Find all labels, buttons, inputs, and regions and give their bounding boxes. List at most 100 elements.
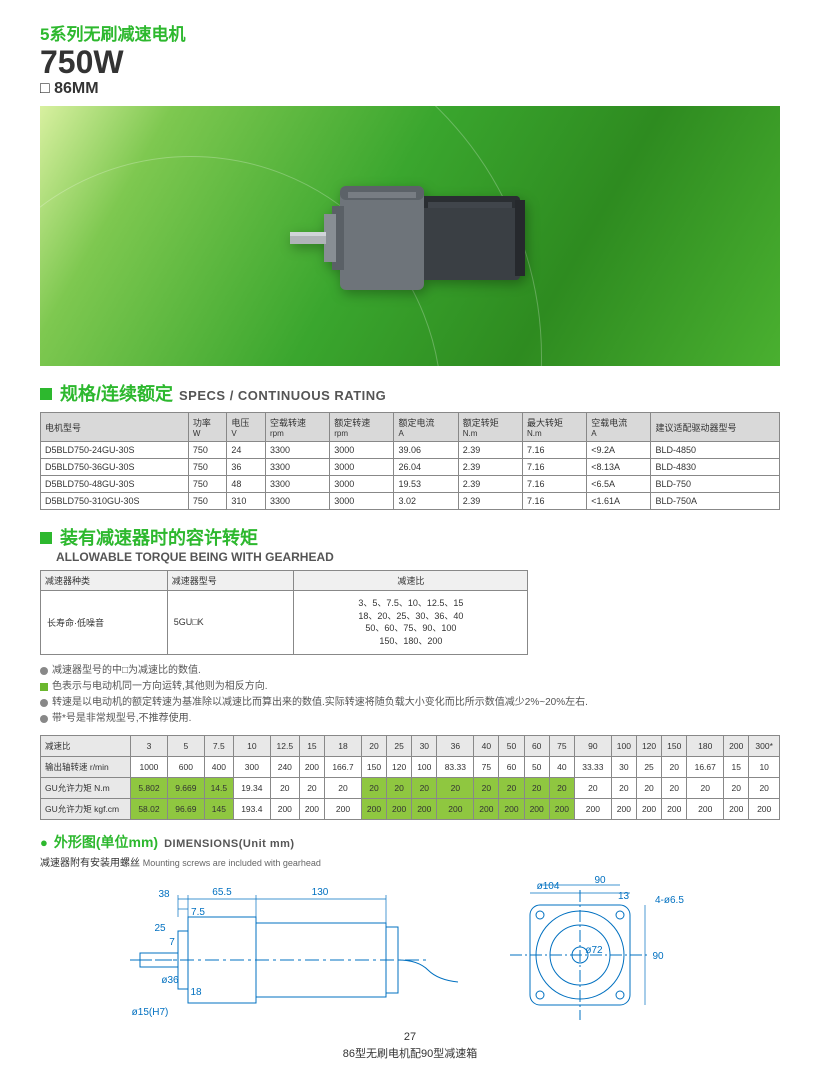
dim-title-en: DIMENSIONS(Unit mm) xyxy=(164,838,295,850)
torque-cell: 18 xyxy=(325,735,362,756)
torque-cell: 20 xyxy=(299,777,324,798)
specs-table: 电机型号功率W电压V空载转速rpm额定转速rpm额定电流A额定转矩N.m最大转矩… xyxy=(40,412,780,510)
torque-cell: 60 xyxy=(524,735,549,756)
torque-cell: 20 xyxy=(361,777,386,798)
torque-cell: 20 xyxy=(662,777,687,798)
torque-row-label: 输出轴转速 r/min xyxy=(41,756,131,777)
front-view-drawing: ø104 90 13 4-ø6.5 ø72 90 xyxy=(490,875,690,1025)
spec-cell: 750 xyxy=(188,493,227,510)
side-view-drawing: 38 65.5 130 7.5 25 7 ø36 18 ø15(H7) xyxy=(130,875,470,1025)
spec-cell: 3300 xyxy=(265,476,329,493)
torque-cell: 9.669 xyxy=(167,777,204,798)
motor-illustration xyxy=(270,156,550,316)
spec-cell: BLD-750 xyxy=(651,476,780,493)
torque-cell: 150 xyxy=(662,735,687,756)
torque-table: 减速比357.51012.515182025303640506075901001… xyxy=(40,735,780,820)
torque-cell: 50 xyxy=(524,756,549,777)
torque-cell: 30 xyxy=(611,756,636,777)
spec-cell: 26.04 xyxy=(394,459,458,476)
torque-cell: 180 xyxy=(687,735,724,756)
gearhead-heading: 装有减速器时的容许转矩 xyxy=(40,524,780,550)
torque-cell: 7.5 xyxy=(204,735,233,756)
torque-cell: 20 xyxy=(524,777,549,798)
spec-cell: 39.06 xyxy=(394,442,458,459)
torque-cell: 145 xyxy=(204,798,233,819)
spec-cell: 3300 xyxy=(265,442,329,459)
torque-cell: 20 xyxy=(574,777,611,798)
spec-cell: D5BLD750-310GU-30S xyxy=(41,493,189,510)
torque-row-label: GU允许力矩 kgf.cm xyxy=(41,798,131,819)
torque-cell: 200 xyxy=(574,798,611,819)
spec-cell: BLD-4830 xyxy=(651,459,780,476)
dimension-drawings: 38 65.5 130 7.5 25 7 ø36 18 ø15(H7) xyxy=(40,875,780,1025)
spec-cell: 750 xyxy=(188,442,227,459)
dim-90v: 90 xyxy=(652,951,664,962)
torque-cell: 14.5 xyxy=(204,777,233,798)
torque-cell: 20 xyxy=(687,777,724,798)
torque-cell: 50 xyxy=(499,735,524,756)
torque-cell: 200 xyxy=(270,798,299,819)
torque-row-label: 减速比 xyxy=(41,735,131,756)
torque-cell: 60 xyxy=(499,756,524,777)
torque-cell: 20 xyxy=(361,735,386,756)
dim-sub-zh: 减速器附有安装用螺丝 xyxy=(40,858,140,869)
torque-cell: 600 xyxy=(167,756,204,777)
torque-cell: 20 xyxy=(499,777,524,798)
note-2: 色表示与电动机同一方向运转,其他则为相反方向. xyxy=(52,679,268,695)
spec-cell: BLD-4850 xyxy=(651,442,780,459)
dim-90t: 90 xyxy=(594,875,606,886)
spec-cell: 2.39 xyxy=(458,459,522,476)
torque-cell: 200 xyxy=(325,798,362,819)
spec-cell: D5BLD750-24GU-30S xyxy=(41,442,189,459)
dim-phi104: ø104 xyxy=(537,881,560,892)
torque-cell: 5 xyxy=(167,735,204,756)
torque-cell: 75 xyxy=(549,735,574,756)
dim-38: 38 xyxy=(158,889,170,900)
col-ratio: 减速比 xyxy=(294,571,528,591)
torque-cell: 200 xyxy=(636,798,661,819)
torque-cell: 200 xyxy=(662,798,687,819)
torque-cell: 200 xyxy=(299,798,324,819)
spec-cell: 36 xyxy=(227,459,266,476)
torque-cell: 200 xyxy=(611,798,636,819)
spec-col-header: 最大转矩N.m xyxy=(522,413,586,442)
torque-cell: 96.69 xyxy=(167,798,204,819)
torque-cell: 200 xyxy=(361,798,386,819)
torque-cell: 200 xyxy=(724,735,749,756)
spec-cell: 3.02 xyxy=(394,493,458,510)
green-square-icon xyxy=(40,388,52,400)
dim-18: 18 xyxy=(190,987,202,998)
torque-row: 输出轴转速 r/min1000600400300240200166.715012… xyxy=(41,756,780,777)
torque-cell: 300* xyxy=(749,735,780,756)
torque-cell: 200 xyxy=(499,798,524,819)
torque-cell: 20 xyxy=(549,777,574,798)
torque-cell: 300 xyxy=(233,756,270,777)
spec-col-header: 空载电流A xyxy=(587,413,651,442)
torque-cell: 100 xyxy=(611,735,636,756)
spec-row: D5BLD750-36GU-30S750363300300026.042.397… xyxy=(41,459,780,476)
torque-cell: 20 xyxy=(270,777,299,798)
note-4: 带*号是非常规型号,不推荐使用. xyxy=(52,711,191,727)
dim-holes: 4-ø6.5 xyxy=(655,895,684,906)
torque-cell: 20 xyxy=(611,777,636,798)
torque-cell: 19.34 xyxy=(233,777,270,798)
type-value: 长寿命·低噪音 xyxy=(41,591,168,654)
col-model: 减速器型号 xyxy=(167,571,294,591)
torque-cell: 200 xyxy=(524,798,549,819)
spec-col-header: 功率W xyxy=(188,413,227,442)
torque-row: GU允许力矩 kgf.cm58.0296.69145193.4200200200… xyxy=(41,798,780,819)
gearhead-table: 减速器种类 减速器型号 减速比 长寿命·低噪音 5GU□K 3、5、7.5、10… xyxy=(40,570,528,654)
col-type: 减速器种类 xyxy=(41,571,168,591)
torque-cell: 75 xyxy=(474,756,499,777)
spec-cell: 750 xyxy=(188,476,227,493)
dim-75: 7.5 xyxy=(191,907,205,918)
spec-cell: <9.2A xyxy=(587,442,651,459)
dimensions-heading: ● 外形图(单位mm) DIMENSIONS(Unit mm) xyxy=(40,832,780,852)
dim-subtitle: 减速器附有安装用螺丝 Mounting screws are included … xyxy=(40,854,780,869)
spec-cell: 24 xyxy=(227,442,266,459)
torque-cell: 20 xyxy=(749,777,780,798)
specs-title-en: SPECS / CONTINUOUS RATING xyxy=(179,388,386,403)
spec-col-header: 额定电流A xyxy=(394,413,458,442)
spec-cell: D5BLD750-36GU-30S xyxy=(41,459,189,476)
dim-phi36: ø36 xyxy=(161,975,179,986)
